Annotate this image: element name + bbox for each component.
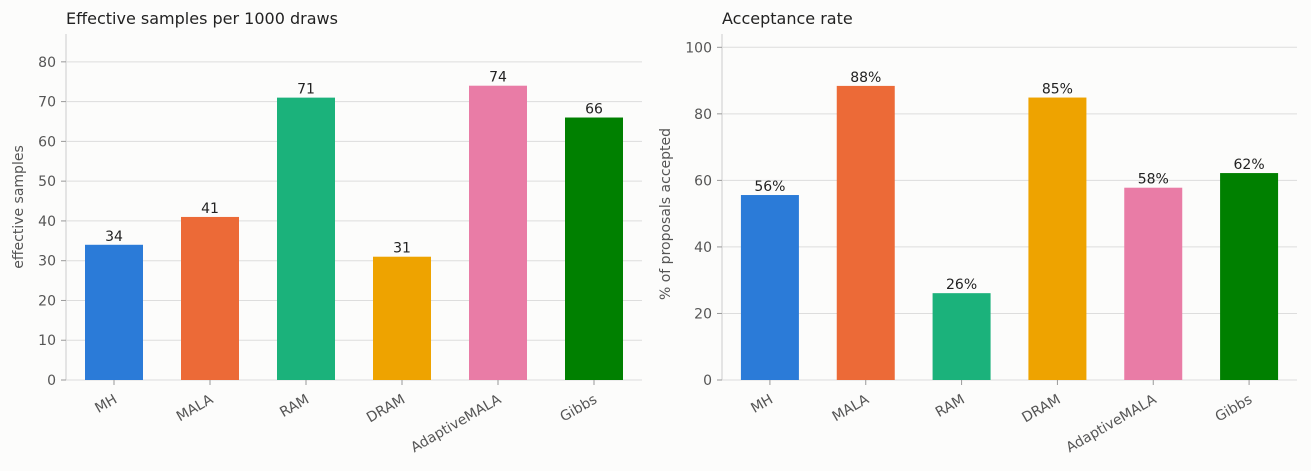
x-tick-label: AdaptiveMALA [1063,391,1159,456]
x-tick-label: DRAM [1019,392,1063,427]
data-label: 71 [297,82,315,98]
bar-gibbs [1220,173,1279,380]
data-label: 26% [946,277,977,293]
y-tick-label: 80 [38,55,56,71]
bar-ram [932,293,991,380]
x-tick-label: MALA [174,391,216,425]
data-label: 85% [1042,82,1073,98]
y-tick-label: 0 [703,373,712,389]
y-tick-label: 70 [38,95,56,111]
y-tick-label: 40 [38,214,56,230]
bar-ram [277,97,335,380]
data-label: 58% [1138,172,1169,188]
y-tick-label: 60 [38,134,56,150]
x-tick-label: RAM [277,392,312,421]
gridlines [65,34,642,381]
x-tick-label: MH [92,392,120,417]
y-tick-label: 50 [38,174,56,190]
y-tick-label: 10 [38,333,56,349]
data-label: 88% [850,70,881,86]
chart-effective-samples: Effective samples per 1000 draws effecti… [11,9,642,456]
y-tick-label: 40 [694,240,712,256]
y-ticks: 0 10 20 30 40 50 60 70 80 [38,55,66,389]
y-axis-label: % of proposals accepted [658,128,674,300]
bar-gibbs [565,117,623,380]
data-labels: 56% 88% 26% 85% 58% 62% [754,70,1264,293]
x-tick-label: RAM [933,392,968,421]
bars [740,85,1279,381]
y-tick-label: 60 [694,173,712,189]
data-label: 66 [585,102,603,118]
y-tick-label: 100 [685,40,712,56]
data-label: 62% [1234,157,1265,173]
data-label: 74 [489,70,507,86]
y-tick-label: 20 [38,293,56,309]
x-ticks: MH MALA RAM DRAM AdaptiveMALA Gibbs [92,380,600,456]
gridlines [721,34,1297,381]
data-labels: 34 41 71 31 74 66 [105,70,603,257]
chart-acceptance-rate: Acceptance rate % of proposals accepted … [658,9,1297,456]
bar-adaptivemala [1124,187,1183,380]
y-ticks: 0 20 40 60 80 100 [685,40,722,389]
bars [85,85,623,381]
chart-title: Effective samples per 1000 draws [66,9,338,28]
data-label: 56% [754,179,785,195]
bar-dram [373,256,431,380]
x-tick-label: MALA [830,391,872,425]
bar-adaptivemala [469,85,527,381]
x-ticks: MH MALA RAM DRAM AdaptiveMALA Gibbs [748,380,1255,456]
x-tick-label: Gibbs [558,392,600,426]
y-tick-label: 0 [47,373,56,389]
bar-mh [740,195,799,380]
bar-mala [181,216,239,380]
bar-dram [1028,97,1087,381]
y-tick-label: 80 [694,107,712,123]
data-label: 34 [105,229,123,245]
data-label: 31 [393,241,411,257]
y-tick-label: 30 [38,254,56,270]
y-tick-label: 20 [694,306,712,322]
data-label: 41 [201,201,219,217]
bar-mh [85,244,143,380]
x-tick-label: AdaptiveMALA [408,391,504,456]
y-axis-label: effective samples [11,145,27,269]
x-tick-label: Gibbs [1213,392,1255,426]
chart-title: Acceptance rate [722,9,853,28]
x-tick-label: DRAM [364,392,408,427]
bar-mala [836,85,895,381]
x-tick-label: MH [748,392,776,417]
